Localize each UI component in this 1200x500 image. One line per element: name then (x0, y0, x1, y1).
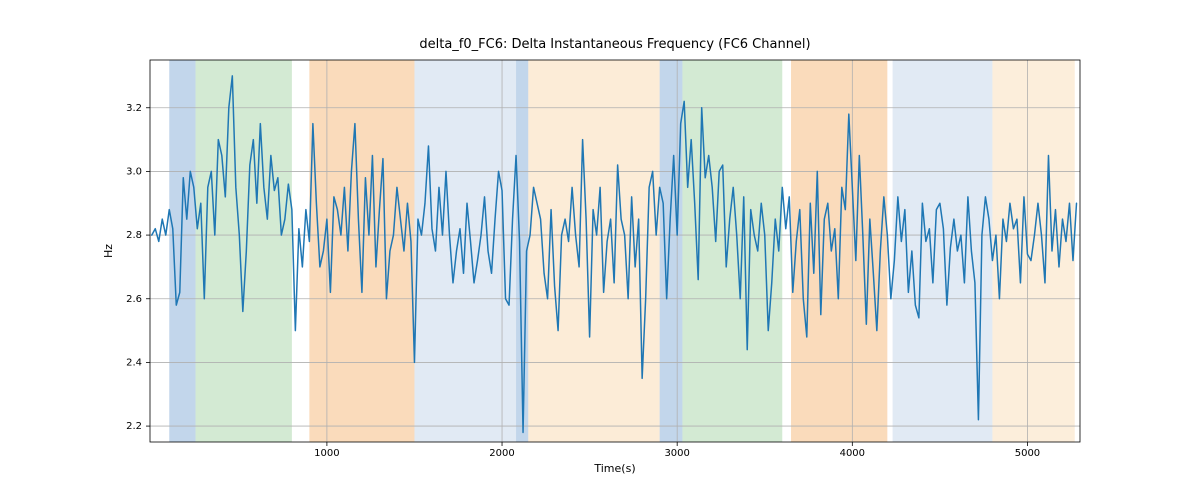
xtick-label: 4000 (840, 448, 865, 459)
y-axis-label: Hz (102, 244, 115, 258)
chart-svg: 1000 2000 3000 4000 5000 2.2 2.4 2.6 2.8 3.0 3.2 Ti… (0, 0, 1200, 500)
xtick-label: 5000 (1015, 448, 1040, 459)
band-1 (196, 60, 292, 442)
xtick-label: 3000 (664, 448, 689, 459)
ytick-label: 3.0 (126, 166, 142, 177)
ytick-label: 2.8 (126, 230, 142, 241)
band-2 (309, 60, 414, 442)
ytick-label: 2.6 (126, 294, 142, 305)
band-10 (992, 60, 1074, 442)
ytick-label: 3.2 (126, 103, 142, 114)
chart-container: 1000 2000 3000 4000 5000 2.2 2.4 2.6 2.8 3.0 3.2 Ti… (0, 0, 1200, 500)
xtick-label: 1000 (314, 448, 339, 459)
band-6 (660, 60, 683, 442)
ytick-label: 2.2 (126, 421, 142, 432)
x-axis-label: Time(s) (593, 462, 635, 475)
chart-title: delta_f0_FC6: Delta Instantaneous Freque… (419, 37, 810, 52)
ytick-label: 2.4 (126, 357, 142, 368)
xtick-label: 2000 (489, 448, 514, 459)
